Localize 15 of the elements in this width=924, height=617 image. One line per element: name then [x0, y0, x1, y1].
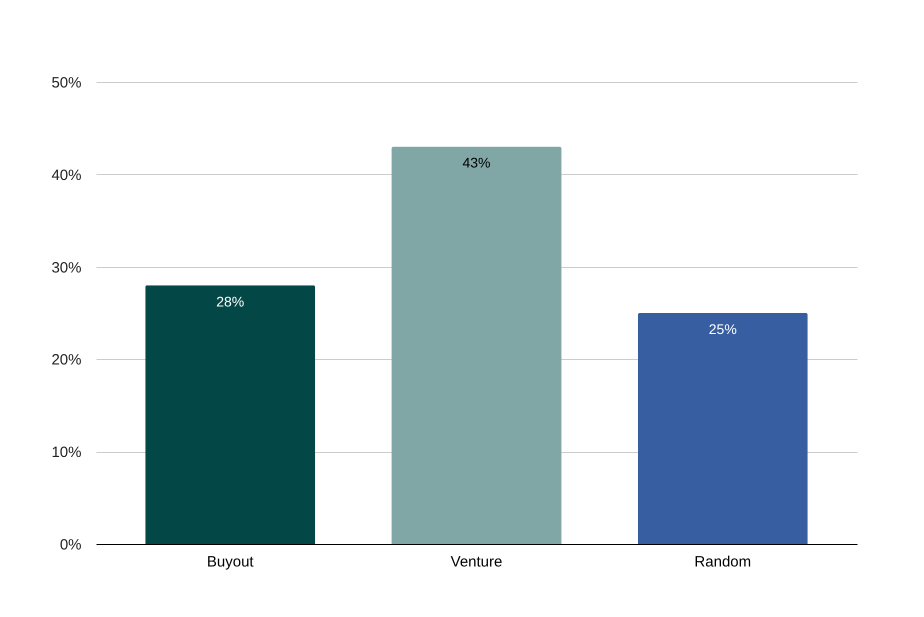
y-tick-label: 10%	[51, 444, 82, 462]
data-label: 43%	[462, 154, 491, 171]
x-tick-label: Random	[694, 554, 752, 570]
y-tick-label: 20%	[51, 352, 82, 369]
bar	[638, 313, 808, 544]
y-tick-label: 40%	[51, 166, 82, 184]
x-tick-label: Venture	[450, 554, 502, 570]
bar	[145, 285, 316, 544]
y-tick-label: 0%	[60, 536, 82, 554]
data-label: 28%	[216, 293, 244, 310]
x-tick-label: Buyout	[206, 554, 254, 570]
data-label: 25%	[708, 321, 737, 337]
y-tick-label: 30%	[51, 259, 82, 276]
y-tick-label: 50%	[51, 74, 82, 92]
bar	[392, 146, 562, 544]
